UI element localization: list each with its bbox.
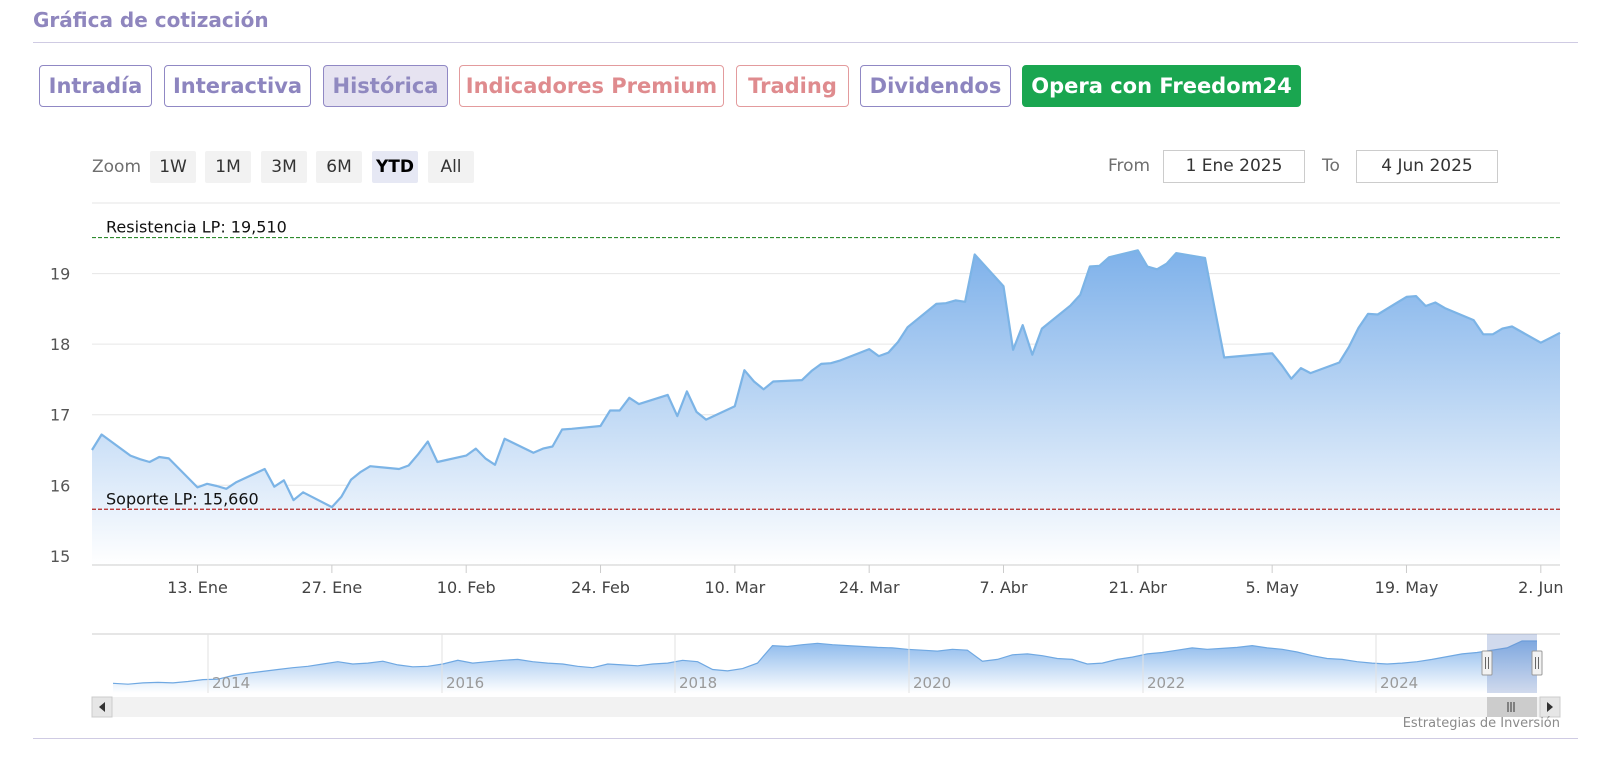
from-date-input[interactable]: 1 Ene 2025 (1163, 150, 1305, 183)
navigator-scrollbar-track (92, 697, 1560, 717)
freedom24-button[interactable]: Opera con Freedom24 (1022, 65, 1301, 107)
tab-interactiva[interactable]: Interactiva (164, 65, 311, 107)
x-tick-label: 27. Ene (302, 578, 363, 597)
y-tick-label: 18 (50, 335, 70, 354)
zoom-ytd-button[interactable]: YTD (372, 151, 418, 183)
x-tick-label: 24. Mar (839, 578, 900, 597)
tab-intradia[interactable]: Intradía (39, 65, 152, 107)
navigator-right-handle (1531, 650, 1543, 676)
y-tick-label: 16 (50, 476, 70, 495)
y-tick-label: 19 (50, 265, 70, 284)
tab-indicadores-premium[interactable]: Indicadores Premium (459, 65, 724, 107)
navigator-selected-range (1487, 634, 1537, 693)
scroll-right-button (1539, 696, 1561, 718)
zoom-3m-button[interactable]: 3M (261, 151, 307, 183)
zoom-1m-button[interactable]: 1M (205, 151, 251, 183)
page-title: Gráfica de cotización (33, 8, 269, 32)
to-date-input[interactable]: 4 Jun 2025 (1356, 150, 1498, 183)
x-tick-label: 21. Abr (1109, 578, 1168, 597)
tab-historica[interactable]: Histórica (323, 65, 448, 107)
navigator-year-label: 2018 (679, 674, 717, 692)
x-tick-label: 13. Ene (167, 578, 228, 597)
navigator-line (112, 640, 1537, 685)
from-label: From (1108, 156, 1151, 176)
x-tick-label: 10. Feb (437, 578, 496, 597)
x-tick-label: 2. Jun (1518, 578, 1563, 597)
tab-trading[interactable]: Trading (736, 65, 849, 107)
zoom-1w-button[interactable]: 1W (150, 151, 196, 183)
price-line (91, 249, 1561, 509)
x-tick-label: 19. May (1375, 578, 1439, 597)
scroll-left-arrow-icon (99, 702, 105, 712)
bottom-divider (33, 738, 1578, 739)
to-label: To (1322, 156, 1340, 176)
navigator-year-label: 2016 (446, 674, 484, 692)
x-tick-label: 24. Feb (571, 578, 630, 597)
y-tick-label: 17 (50, 406, 70, 425)
x-tick-label: 10. Mar (704, 578, 765, 597)
navigator-year-label: 2022 (1147, 674, 1185, 692)
navigator-year-label: 2020 (913, 674, 951, 692)
scroll-left-button (91, 696, 113, 718)
navigator-area (113, 641, 1537, 693)
support-label: Soporte LP: 15,660 (106, 489, 259, 508)
zoom-6m-button[interactable]: 6M (316, 151, 362, 183)
navigator-left-handle (1481, 650, 1493, 676)
credit-link[interactable]: Estrategias de Inversión (1402, 716, 1560, 731)
zoom-all-button[interactable]: All (428, 151, 474, 183)
tab-dividendos[interactable]: Dividendos (860, 65, 1011, 107)
resistance-label: Resistencia LP: 19,510 (106, 218, 287, 237)
scroll-right-arrow-icon (1547, 702, 1553, 712)
navigator-year-label: 2014 (212, 674, 250, 692)
x-tick-label: 7. Abr (979, 578, 1027, 597)
x-tick-label: 5. May (1245, 578, 1298, 597)
y-tick-label: 15 (50, 547, 70, 566)
navigator-scrollbar-thumb (1487, 697, 1537, 717)
title-divider (33, 42, 1578, 43)
navigator-year-label: 2024 (1380, 674, 1418, 692)
zoom-label: Zoom (92, 157, 142, 177)
price-area-fill (92, 250, 1560, 566)
